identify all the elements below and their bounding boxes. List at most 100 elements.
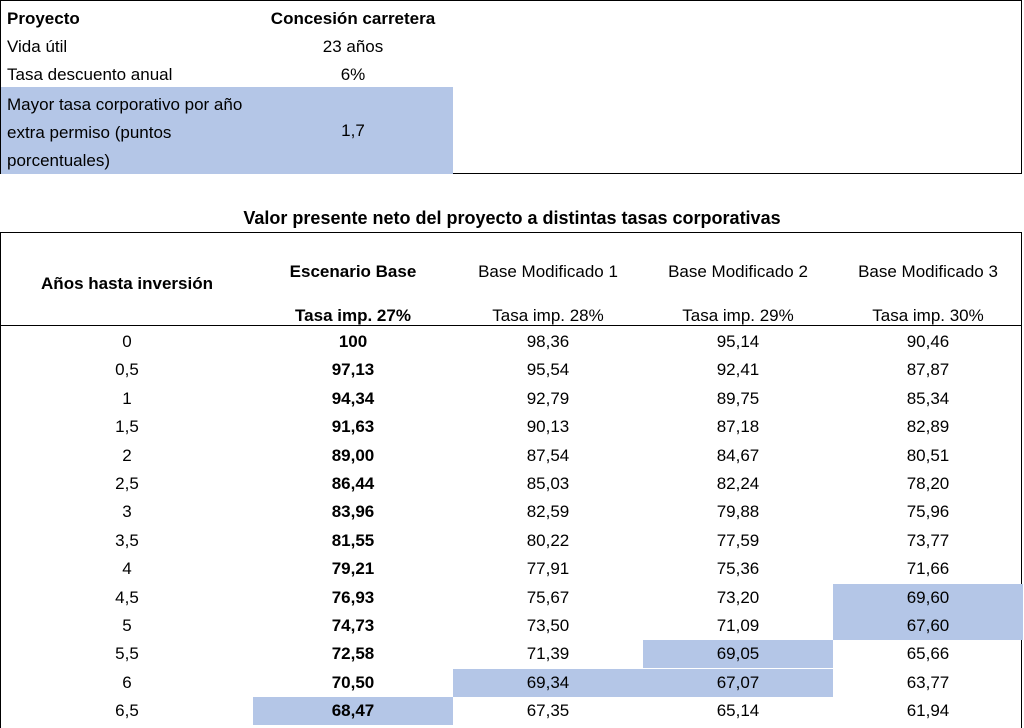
header-divider (1, 325, 1021, 326)
year-cell: 3 (122, 502, 132, 522)
year-column-header: Años hasta inversión (41, 274, 213, 293)
year-cell: 6 (122, 672, 132, 692)
year-cell: 1 (122, 388, 132, 408)
value-cell: 73,77 (906, 530, 950, 550)
year-cell: 0,5 (115, 360, 139, 380)
life-label: Vida útil (7, 37, 68, 56)
value-cell: 69,34 (453, 668, 643, 697)
value-cell: 67,35 (526, 701, 570, 721)
value-cell: 85,34 (906, 388, 950, 408)
value-cell: 92,79 (526, 388, 570, 408)
col-header-mod3: Base Modificado 3 (858, 262, 998, 281)
table-row: 3 83,96 82,59 79,88 75,96 (1, 498, 1021, 526)
value-cell: 72,58 (331, 644, 375, 664)
year-cell: 5 (122, 616, 132, 635)
project-summary-box: Proyecto Concesión carretera Vida útil 2… (0, 0, 1022, 174)
value-cell: 94,34 (331, 388, 375, 408)
value-cell: 89,75 (716, 388, 760, 408)
value-cell: 71,66 (906, 559, 950, 579)
discount-value: 6% (340, 65, 366, 84)
value-cell: 79,88 (716, 502, 760, 522)
value-cell: 71,39 (526, 644, 570, 664)
value-cell: 87,87 (906, 360, 950, 380)
col-header-mod2: Base Modificado 2 (668, 262, 808, 281)
value-cell: 70,50 (331, 672, 375, 692)
value-cell: 77,91 (526, 559, 570, 579)
value-cell: 85,03 (526, 474, 570, 493)
value-cell: 82,59 (526, 502, 570, 522)
table-row: 0 100 98,36 95,14 90,46 (1, 328, 1021, 356)
year-cell: 6,5 (115, 701, 139, 721)
value-cell: 87,18 (716, 417, 760, 437)
value-cell: 82,24 (716, 474, 760, 493)
value-cell: 76,93 (331, 587, 375, 607)
value-cell: 65,14 (716, 701, 760, 721)
col-header-mod1: Base Modificado 1 (478, 262, 618, 281)
extra-rate-cell: Mayor tasa corporativo por año extra per… (1, 87, 453, 174)
extra-rate-value: 1,7 (341, 121, 365, 140)
value-cell: 82,89 (906, 417, 950, 437)
col-rate-mod3: Tasa imp. 30% (872, 306, 984, 325)
col-header-base: Escenario Base (289, 262, 417, 281)
value-cell: 61,94 (906, 701, 950, 721)
extra-rate-label: Mayor tasa corporativo por año extra per… (7, 95, 243, 170)
table-title: Valor presente neto del proyecto a disti… (243, 208, 781, 228)
value-cell: 97,13 (331, 360, 375, 380)
value-cell: 91,63 (331, 417, 375, 437)
npv-table: Años hasta inversión Escenario Base Tasa… (0, 232, 1023, 728)
value-cell: 90,13 (526, 417, 570, 437)
table-row: 3,5 81,55 80,22 77,59 73,77 (1, 527, 1021, 555)
project-value: Concesión carretera (270, 9, 436, 28)
value-cell: 71,09 (716, 616, 760, 635)
life-value: 23 años (322, 37, 384, 56)
value-cell: 69,05 (643, 640, 833, 669)
value-cell: 80,51 (906, 445, 950, 465)
table-row: 1,5 91,63 90,13 87,18 82,89 (1, 413, 1021, 441)
year-cell: 3,5 (115, 530, 139, 550)
value-cell: 67,07 (643, 668, 833, 697)
table-row: 0,5 97,13 95,54 92,41 87,87 (1, 356, 1021, 384)
value-cell: 75,96 (906, 502, 950, 522)
value-cell: 84,67 (716, 445, 760, 465)
value-cell: 89,00 (331, 445, 375, 465)
value-cell: 65,66 (906, 644, 950, 664)
value-cell: 73,20 (716, 587, 760, 607)
table-row: 4 79,21 77,91 75,36 71,66 (1, 555, 1021, 583)
value-cell: 63,77 (906, 672, 950, 692)
year-cell: 0 (122, 332, 132, 351)
discount-label: Tasa descuento anual (7, 65, 173, 84)
table-row: 1 94,34 92,79 89,75 85,34 (1, 385, 1021, 413)
value-cell: 74,73 (331, 616, 375, 635)
value-cell: 79,21 (331, 559, 375, 579)
table-row: 6 70,50 69,34 67,07 63,77 (1, 668, 1021, 697)
value-cell: 75,67 (526, 587, 570, 607)
value-cell: 73,50 (526, 616, 570, 635)
table-row: 5 74,73 73,50 71,09 67,60 (1, 612, 1023, 640)
year-cell: 4 (122, 559, 132, 579)
value-cell: 87,54 (526, 445, 570, 465)
table-row: 5,5 72,58 71,39 69,05 65,66 (1, 640, 1021, 669)
year-cell: 5,5 (115, 644, 139, 664)
table-row: 2,5 86,44 85,03 82,24 78,20 (1, 470, 1021, 498)
value-cell: 68,47 (253, 697, 453, 726)
year-cell: 4,5 (115, 587, 139, 607)
table-row: 6,5 68,47 67,35 65,14 61,94 (1, 697, 1021, 726)
col-rate-base: Tasa imp. 27% (295, 306, 411, 325)
value-cell: 75,36 (716, 559, 760, 579)
table-row: 2 89,00 87,54 84,67 80,51 (1, 442, 1021, 470)
value-cell: 86,44 (331, 474, 375, 493)
value-cell: 77,59 (716, 530, 760, 550)
value-cell: 100 (338, 332, 368, 351)
value-cell: 98,36 (526, 332, 570, 351)
value-cell: 67,60 (833, 612, 1023, 640)
value-cell: 69,60 (833, 583, 1023, 612)
table-row: 4,5 76,93 75,67 73,20 69,60 (1, 583, 1023, 612)
value-cell: 95,54 (526, 360, 570, 380)
year-cell: 2 (122, 445, 132, 465)
value-cell: 78,20 (906, 474, 950, 493)
value-cell: 83,96 (331, 502, 375, 522)
year-cell: 2,5 (115, 474, 139, 493)
value-cell: 92,41 (716, 360, 760, 380)
col-rate-mod2: Tasa imp. 29% (682, 306, 794, 325)
year-cell: 1,5 (115, 417, 139, 437)
